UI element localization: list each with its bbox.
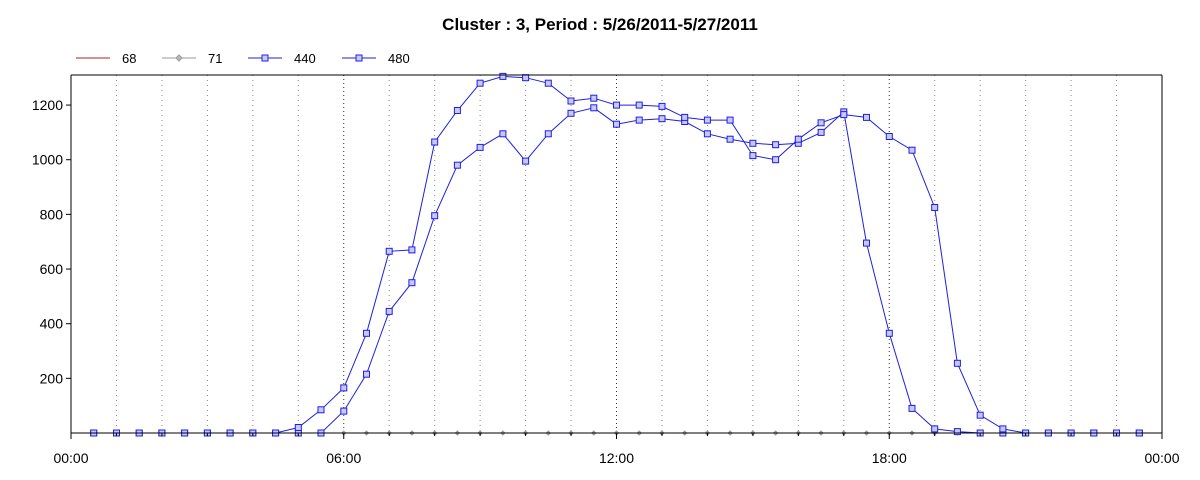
y-tick-label: 400	[40, 316, 64, 332]
data-point	[567, 109, 575, 117]
data-point	[499, 72, 507, 80]
data-point	[544, 79, 552, 87]
data-point	[613, 101, 620, 109]
data-point	[703, 116, 711, 124]
data-point	[931, 204, 939, 211]
y-tick-label: 1000	[32, 152, 63, 168]
data-point	[953, 428, 961, 436]
legend-marker	[261, 54, 269, 62]
data-point	[522, 74, 530, 82]
data-point	[885, 133, 893, 140]
data-point	[476, 79, 484, 87]
data-point	[772, 156, 780, 164]
data-point	[908, 404, 916, 412]
chart-title: Cluster : 3, Period : 5/26/2011-5/27/201…	[442, 15, 758, 34]
legend-label: 440	[294, 51, 316, 66]
legend-marker	[355, 54, 363, 62]
data-point	[953, 359, 961, 367]
data-point	[294, 424, 302, 431]
data-point	[317, 406, 325, 414]
series-440	[90, 104, 1143, 437]
legend-item-68: 68	[76, 51, 136, 66]
x-tick-label: 00:00	[1144, 450, 1179, 466]
data-point	[772, 141, 780, 149]
data-point	[544, 130, 552, 138]
series-line-440	[93, 107, 1140, 434]
data-point	[931, 425, 939, 433]
data-point	[703, 130, 711, 138]
data-point	[363, 370, 370, 378]
data-point	[749, 139, 757, 147]
data-point	[635, 116, 643, 124]
data-point	[453, 107, 461, 114]
x-tick-label: 12:00	[599, 450, 634, 466]
data-point	[885, 329, 893, 337]
data-point	[817, 128, 825, 136]
data-point	[976, 411, 984, 419]
data-point	[408, 246, 416, 254]
data-point	[999, 425, 1007, 433]
data-point	[794, 135, 802, 143]
data-point	[726, 135, 734, 143]
legend-label: 480	[388, 51, 410, 66]
data-point	[635, 101, 643, 109]
data-point	[726, 116, 734, 124]
x-tick-label: 18:00	[872, 450, 907, 466]
data-point	[431, 212, 439, 220]
data-point	[863, 239, 870, 247]
data-point	[658, 102, 666, 110]
x-tick-label: 06:00	[326, 450, 361, 466]
data-point	[453, 161, 461, 169]
data-point	[863, 113, 870, 121]
legend-marker	[175, 54, 183, 62]
data-point	[590, 94, 598, 102]
data-point	[385, 307, 393, 315]
data-point	[908, 146, 916, 154]
data-point	[681, 113, 689, 121]
legend-item-440: 440	[248, 51, 316, 66]
data-point	[340, 407, 348, 415]
grid-lines	[115, 75, 1118, 433]
data-point	[817, 119, 825, 127]
data-point	[749, 152, 757, 160]
legend-item-71: 71	[162, 51, 222, 66]
data-point	[658, 115, 666, 123]
data-point	[613, 120, 620, 128]
y-tick-label: 1200	[32, 97, 63, 113]
y-tick-label: 600	[40, 261, 64, 277]
data-point	[840, 111, 848, 119]
legend-label: 68	[122, 51, 136, 66]
data-point	[522, 157, 530, 165]
legend-item-480: 480	[342, 51, 410, 66]
data-point	[476, 143, 484, 151]
y-tick-label: 800	[40, 206, 64, 222]
data-point	[499, 130, 507, 138]
y-tick-label: 200	[40, 370, 64, 386]
legend-label: 71	[208, 51, 222, 66]
data-point	[590, 104, 598, 112]
data-point	[363, 329, 370, 337]
data-point	[567, 97, 575, 105]
data-point	[408, 279, 416, 287]
axes: 200 400 600 800 1000 1200 00:00 06:00 12:00 18:00…	[32, 74, 1180, 466]
legend: 68 71 440 480	[76, 51, 410, 66]
data-point	[431, 138, 439, 146]
data-point	[385, 247, 393, 255]
data-point	[340, 384, 348, 392]
x-tick-label: 00:00	[53, 450, 88, 466]
